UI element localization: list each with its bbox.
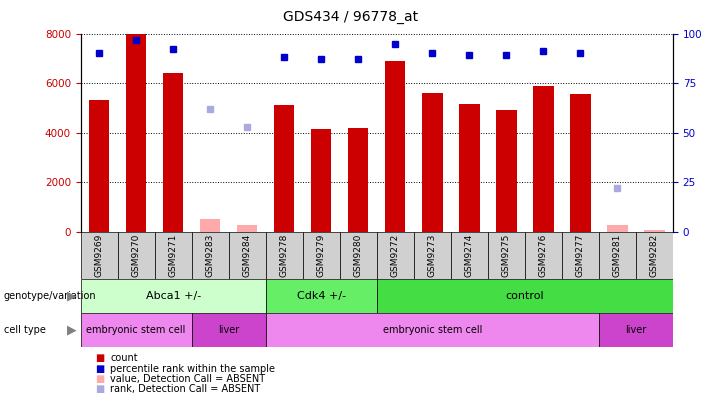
Text: embryonic stem cell: embryonic stem cell xyxy=(86,325,186,335)
FancyBboxPatch shape xyxy=(118,232,155,279)
Text: GSM9280: GSM9280 xyxy=(354,234,363,278)
Text: GSM9277: GSM9277 xyxy=(576,234,585,278)
Bar xyxy=(644,230,665,232)
Text: control: control xyxy=(505,291,544,301)
FancyBboxPatch shape xyxy=(266,279,377,313)
Text: GSM9272: GSM9272 xyxy=(390,234,400,277)
Text: Cdk4 +/-: Cdk4 +/- xyxy=(297,291,346,301)
Text: value, Detection Call = ABSENT: value, Detection Call = ABSENT xyxy=(110,374,265,384)
FancyBboxPatch shape xyxy=(191,313,266,346)
Text: ▶: ▶ xyxy=(67,324,77,336)
Text: genotype/variation: genotype/variation xyxy=(4,291,96,301)
FancyBboxPatch shape xyxy=(191,232,229,279)
Text: GSM9283: GSM9283 xyxy=(205,234,215,278)
Text: GSM9274: GSM9274 xyxy=(465,234,474,277)
Text: GDS434 / 96778_at: GDS434 / 96778_at xyxy=(283,10,418,24)
Text: GSM9281: GSM9281 xyxy=(613,234,622,278)
Bar xyxy=(422,93,442,232)
Bar xyxy=(89,101,109,232)
FancyBboxPatch shape xyxy=(599,232,636,279)
Bar xyxy=(533,86,554,232)
FancyBboxPatch shape xyxy=(562,232,599,279)
Bar xyxy=(348,128,369,232)
Bar xyxy=(126,34,147,232)
Text: GSM9271: GSM9271 xyxy=(169,234,177,278)
Text: GSM9282: GSM9282 xyxy=(650,234,659,277)
Text: liver: liver xyxy=(218,325,239,335)
Bar xyxy=(163,73,184,232)
Bar xyxy=(274,105,294,232)
Text: rank, Detection Call = ABSENT: rank, Detection Call = ABSENT xyxy=(110,384,260,394)
Bar xyxy=(570,94,590,232)
Text: GSM9269: GSM9269 xyxy=(95,234,104,278)
Text: GSM9284: GSM9284 xyxy=(243,234,252,277)
Text: embryonic stem cell: embryonic stem cell xyxy=(383,325,482,335)
Bar xyxy=(200,219,220,232)
Text: Abca1 +/-: Abca1 +/- xyxy=(146,291,200,301)
Text: percentile rank within the sample: percentile rank within the sample xyxy=(110,364,275,374)
Text: GSM9276: GSM9276 xyxy=(539,234,548,278)
Text: count: count xyxy=(110,353,137,364)
FancyBboxPatch shape xyxy=(155,232,191,279)
FancyBboxPatch shape xyxy=(414,232,451,279)
Text: GSM9270: GSM9270 xyxy=(132,234,141,278)
FancyBboxPatch shape xyxy=(636,232,673,279)
Text: GSM9279: GSM9279 xyxy=(317,234,326,278)
Text: GSM9275: GSM9275 xyxy=(502,234,511,278)
Text: ■: ■ xyxy=(95,364,104,374)
FancyBboxPatch shape xyxy=(525,232,562,279)
FancyBboxPatch shape xyxy=(377,279,673,313)
Bar xyxy=(385,61,405,232)
FancyBboxPatch shape xyxy=(266,313,599,346)
Text: liver: liver xyxy=(625,325,646,335)
FancyBboxPatch shape xyxy=(488,232,525,279)
FancyBboxPatch shape xyxy=(303,232,340,279)
Text: cell type: cell type xyxy=(4,325,46,335)
Text: ▶: ▶ xyxy=(67,289,77,302)
Bar xyxy=(459,104,479,232)
FancyBboxPatch shape xyxy=(377,232,414,279)
Text: ■: ■ xyxy=(95,374,104,384)
Text: GSM9278: GSM9278 xyxy=(280,234,289,278)
FancyBboxPatch shape xyxy=(81,279,266,313)
Bar xyxy=(311,129,332,232)
Text: ■: ■ xyxy=(95,353,104,364)
Bar xyxy=(496,110,517,232)
FancyBboxPatch shape xyxy=(340,232,377,279)
Bar xyxy=(607,225,627,232)
FancyBboxPatch shape xyxy=(81,313,191,346)
Text: GSM9273: GSM9273 xyxy=(428,234,437,278)
Bar xyxy=(237,225,257,232)
FancyBboxPatch shape xyxy=(81,232,118,279)
FancyBboxPatch shape xyxy=(451,232,488,279)
FancyBboxPatch shape xyxy=(266,232,303,279)
FancyBboxPatch shape xyxy=(229,232,266,279)
FancyBboxPatch shape xyxy=(599,313,673,346)
Text: ■: ■ xyxy=(95,384,104,394)
